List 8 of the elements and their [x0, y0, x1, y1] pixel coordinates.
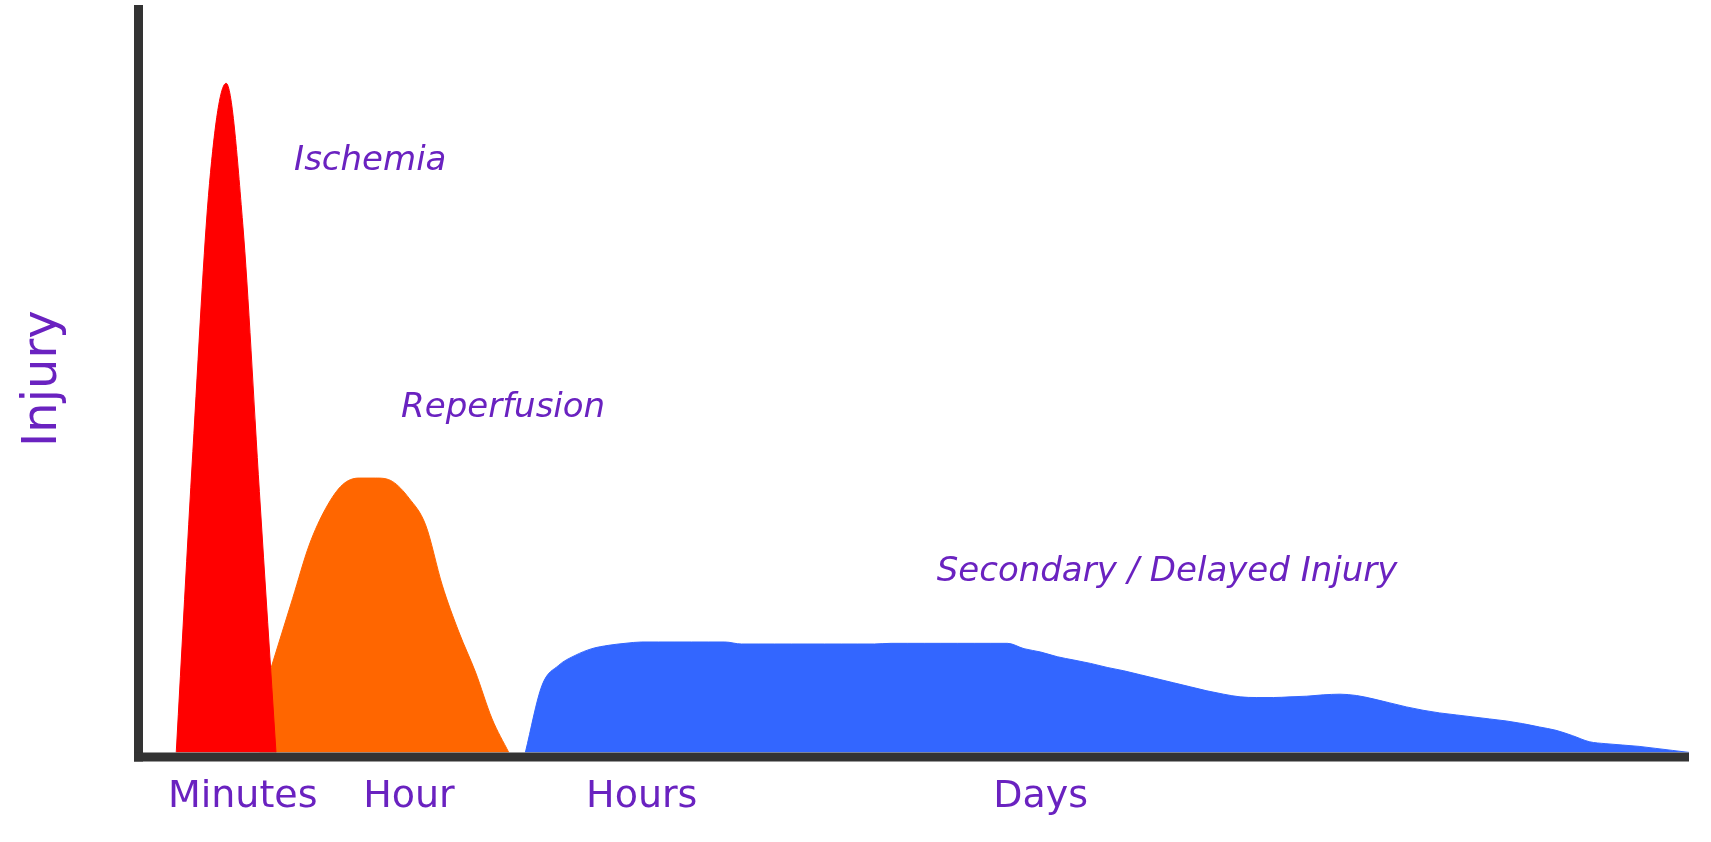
x-tick-label: Hour	[363, 772, 456, 817]
x-tick-label: Hours	[586, 772, 698, 817]
series-label: Reperfusion	[401, 384, 606, 425]
series-label: Secondary / Delayed Injury	[936, 548, 1399, 589]
series-label: Ischemia	[294, 138, 447, 179]
x-tick-label: Minutes	[167, 772, 318, 817]
y-axis-title: Injury	[11, 310, 68, 447]
x-tick-label: Days	[993, 772, 1089, 817]
